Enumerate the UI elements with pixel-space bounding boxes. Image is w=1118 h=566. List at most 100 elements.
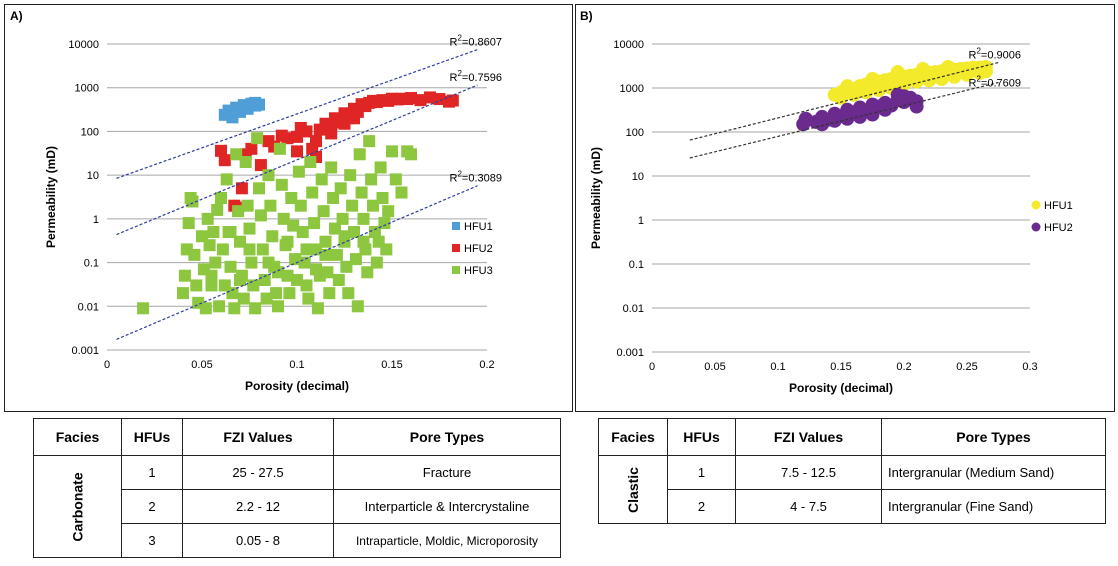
chart-0-hfu3-point [186,195,199,208]
chart-0-hfu3-point [386,145,398,158]
chart-0-legend-label: HFU2 [464,243,493,255]
chart-0-hfu3-point [380,243,393,256]
chart-0-hfu3-point [262,256,275,269]
chart-b: 0.001 0.01 0.1 1 10 100 1000 10000 0 0.05 0.1 0.15 0… [589,39,1073,395]
chart-0-hfu2-point [325,127,338,140]
chart-0-hfu3-point [342,287,355,300]
chart-0-r2-label: R2=0.3089 [450,170,502,185]
chart-0-hfu3-point [182,217,195,230]
chart-1-legend-label: HFU1 [1044,200,1073,212]
chart-0-hfu3-point [302,292,315,305]
chart-0-hfu3-point [376,192,389,205]
chart-0-y-tick-label: 0.1 [84,258,99,270]
chart-1-hfu2-point [815,117,830,132]
chart-0-hfu3-point [207,226,220,239]
chart-0-hfu3-point [292,165,305,178]
chart-0-hfu3-point [247,279,260,292]
chart-0-hfu3-point [211,203,224,216]
chart-0-hfu3-point [234,235,246,248]
chart-1-hfu2-point [909,99,924,114]
chart-0-hfu1-point [249,99,262,112]
chart-0-hfu3-point [277,212,290,225]
chart-0-hfu3-point [272,300,284,313]
chart-1-y-tick-label: 1000 [620,83,644,95]
chart-0-hfu3-point [332,273,345,286]
table-a-header-fzi: FZI Values [182,418,334,456]
chart-1-y-tick-label: 1 [638,215,644,227]
chart-0-hfu2-point [254,159,267,172]
chart-0-x-tick-label: 0.2 [479,359,494,371]
chart-0-trendline [116,84,478,236]
chart-0-hfu3-point [190,279,203,292]
chart-0-hfu3-point [281,235,294,248]
table-a-facies: Carbonate [69,471,86,542]
chart-1-x-tick-label: 0.1 [770,361,785,373]
chart-0-x-axis-label: Porosity (decimal) [245,379,349,393]
chart-1-hfu1-point [859,85,874,100]
chart-0-hfu2-point [446,94,459,107]
chart-0-y-tick-label: 10 [87,170,99,182]
chart-1-x-tick-label: 0.25 [956,361,977,373]
chart-0-hfu3-point [216,243,229,256]
chart-a: 0.001 0.01 0.1 1 10 100 1000 10000 0 0.05 0.1 0.15 0… [44,34,502,393]
chart-0-hfu3-point [137,302,150,315]
chart-0-legend-label: HFU3 [464,265,493,277]
chart-0-hfu3-point [330,248,343,261]
chart-1-hfu1-point [840,79,855,94]
chart-0-hfu3-point [201,212,214,225]
chart-0-hfu3-point [365,173,378,186]
chart-1-hfu1-point [978,64,993,79]
panel-b-frame [575,4,1115,412]
chart-0-hfu3-point [334,182,347,195]
chart-0-hfu3-point [287,219,300,232]
chart-0-hfu3-point [348,226,360,239]
chart-0-hfu3-point [374,161,387,174]
chart-0-legend-label: HFU1 [464,221,493,233]
chart-0-hfu2-point [405,92,417,105]
table-a-header-facies: Facies [33,418,122,456]
chart-0-hfu3-point [266,230,279,243]
table-b-header-fzi: FZI Values [735,418,882,456]
chart-0-hfu3-point [243,243,256,256]
chart-1-hfu1-point [915,62,930,77]
table-a-row-2-fzi: 2.2 - 12 [182,489,334,524]
chart-0-hfu3-point [311,302,324,315]
chart-0-hfu3-point [323,287,336,300]
chart-1-hfu2-point [827,113,842,128]
chart-0-hfu2-point [338,117,351,130]
chart-0-hfu3-point [188,248,201,261]
chart-0-hfu3-point [357,235,370,248]
chart-0-hfu2-point [245,142,258,155]
chart-0-hfu2-point [218,154,231,167]
chart-0-hfu3-point [306,186,319,199]
table-a: Facies HFUs FZI Values Pore Types Carbon… [33,418,561,558]
chart-0-hfu3-point [283,287,296,300]
chart-0-hfu3-point [304,155,317,168]
chart-0-hfu3-point [300,243,313,256]
chart-0-hfu3-point [370,256,383,269]
chart-0-x-tick-label: 0.15 [381,359,402,371]
chart-0-hfu3-point [346,199,359,212]
chart-1-y-tick-label: 0.1 [629,259,644,271]
chart-0-hfu3-point [256,243,269,256]
table-a-row-2-pore: Interparticle & Intercrystaline [333,489,561,524]
chart-0-hfu3-point [177,287,189,300]
chart-0-y-tick-label: 1 [93,214,99,226]
panel-b-label: B) [580,9,593,23]
table-b-row-1-pore: Intergranular (Medium Sand) [881,455,1106,490]
chart-1-x-tick-label: 0.3 [1022,361,1037,373]
chart-0-legend-marker [452,244,460,252]
chart-0-hfu3-point [281,269,294,282]
chart-1-hfu1-point [909,74,924,89]
table-b-row-2-pore: Intergranular (Fine Sand) [881,489,1106,524]
chart-0-hfu3-point [241,199,254,212]
table-b: Facies HFUs FZI Values Pore Types Clasti… [598,418,1106,524]
chart-0-hfu3-point [237,292,250,305]
panel-a-label: A) [10,9,23,23]
chart-0-x-tick-label: 0.05 [191,359,212,371]
chart-0-hfu3-point [367,199,379,212]
chart-0-hfu3-point [224,260,237,273]
chart-1-x-tick-label: 0.05 [704,361,725,373]
table-b-row-2-fzi: 4 - 7.5 [735,489,882,524]
chart-0-hfu3-point [349,253,362,266]
